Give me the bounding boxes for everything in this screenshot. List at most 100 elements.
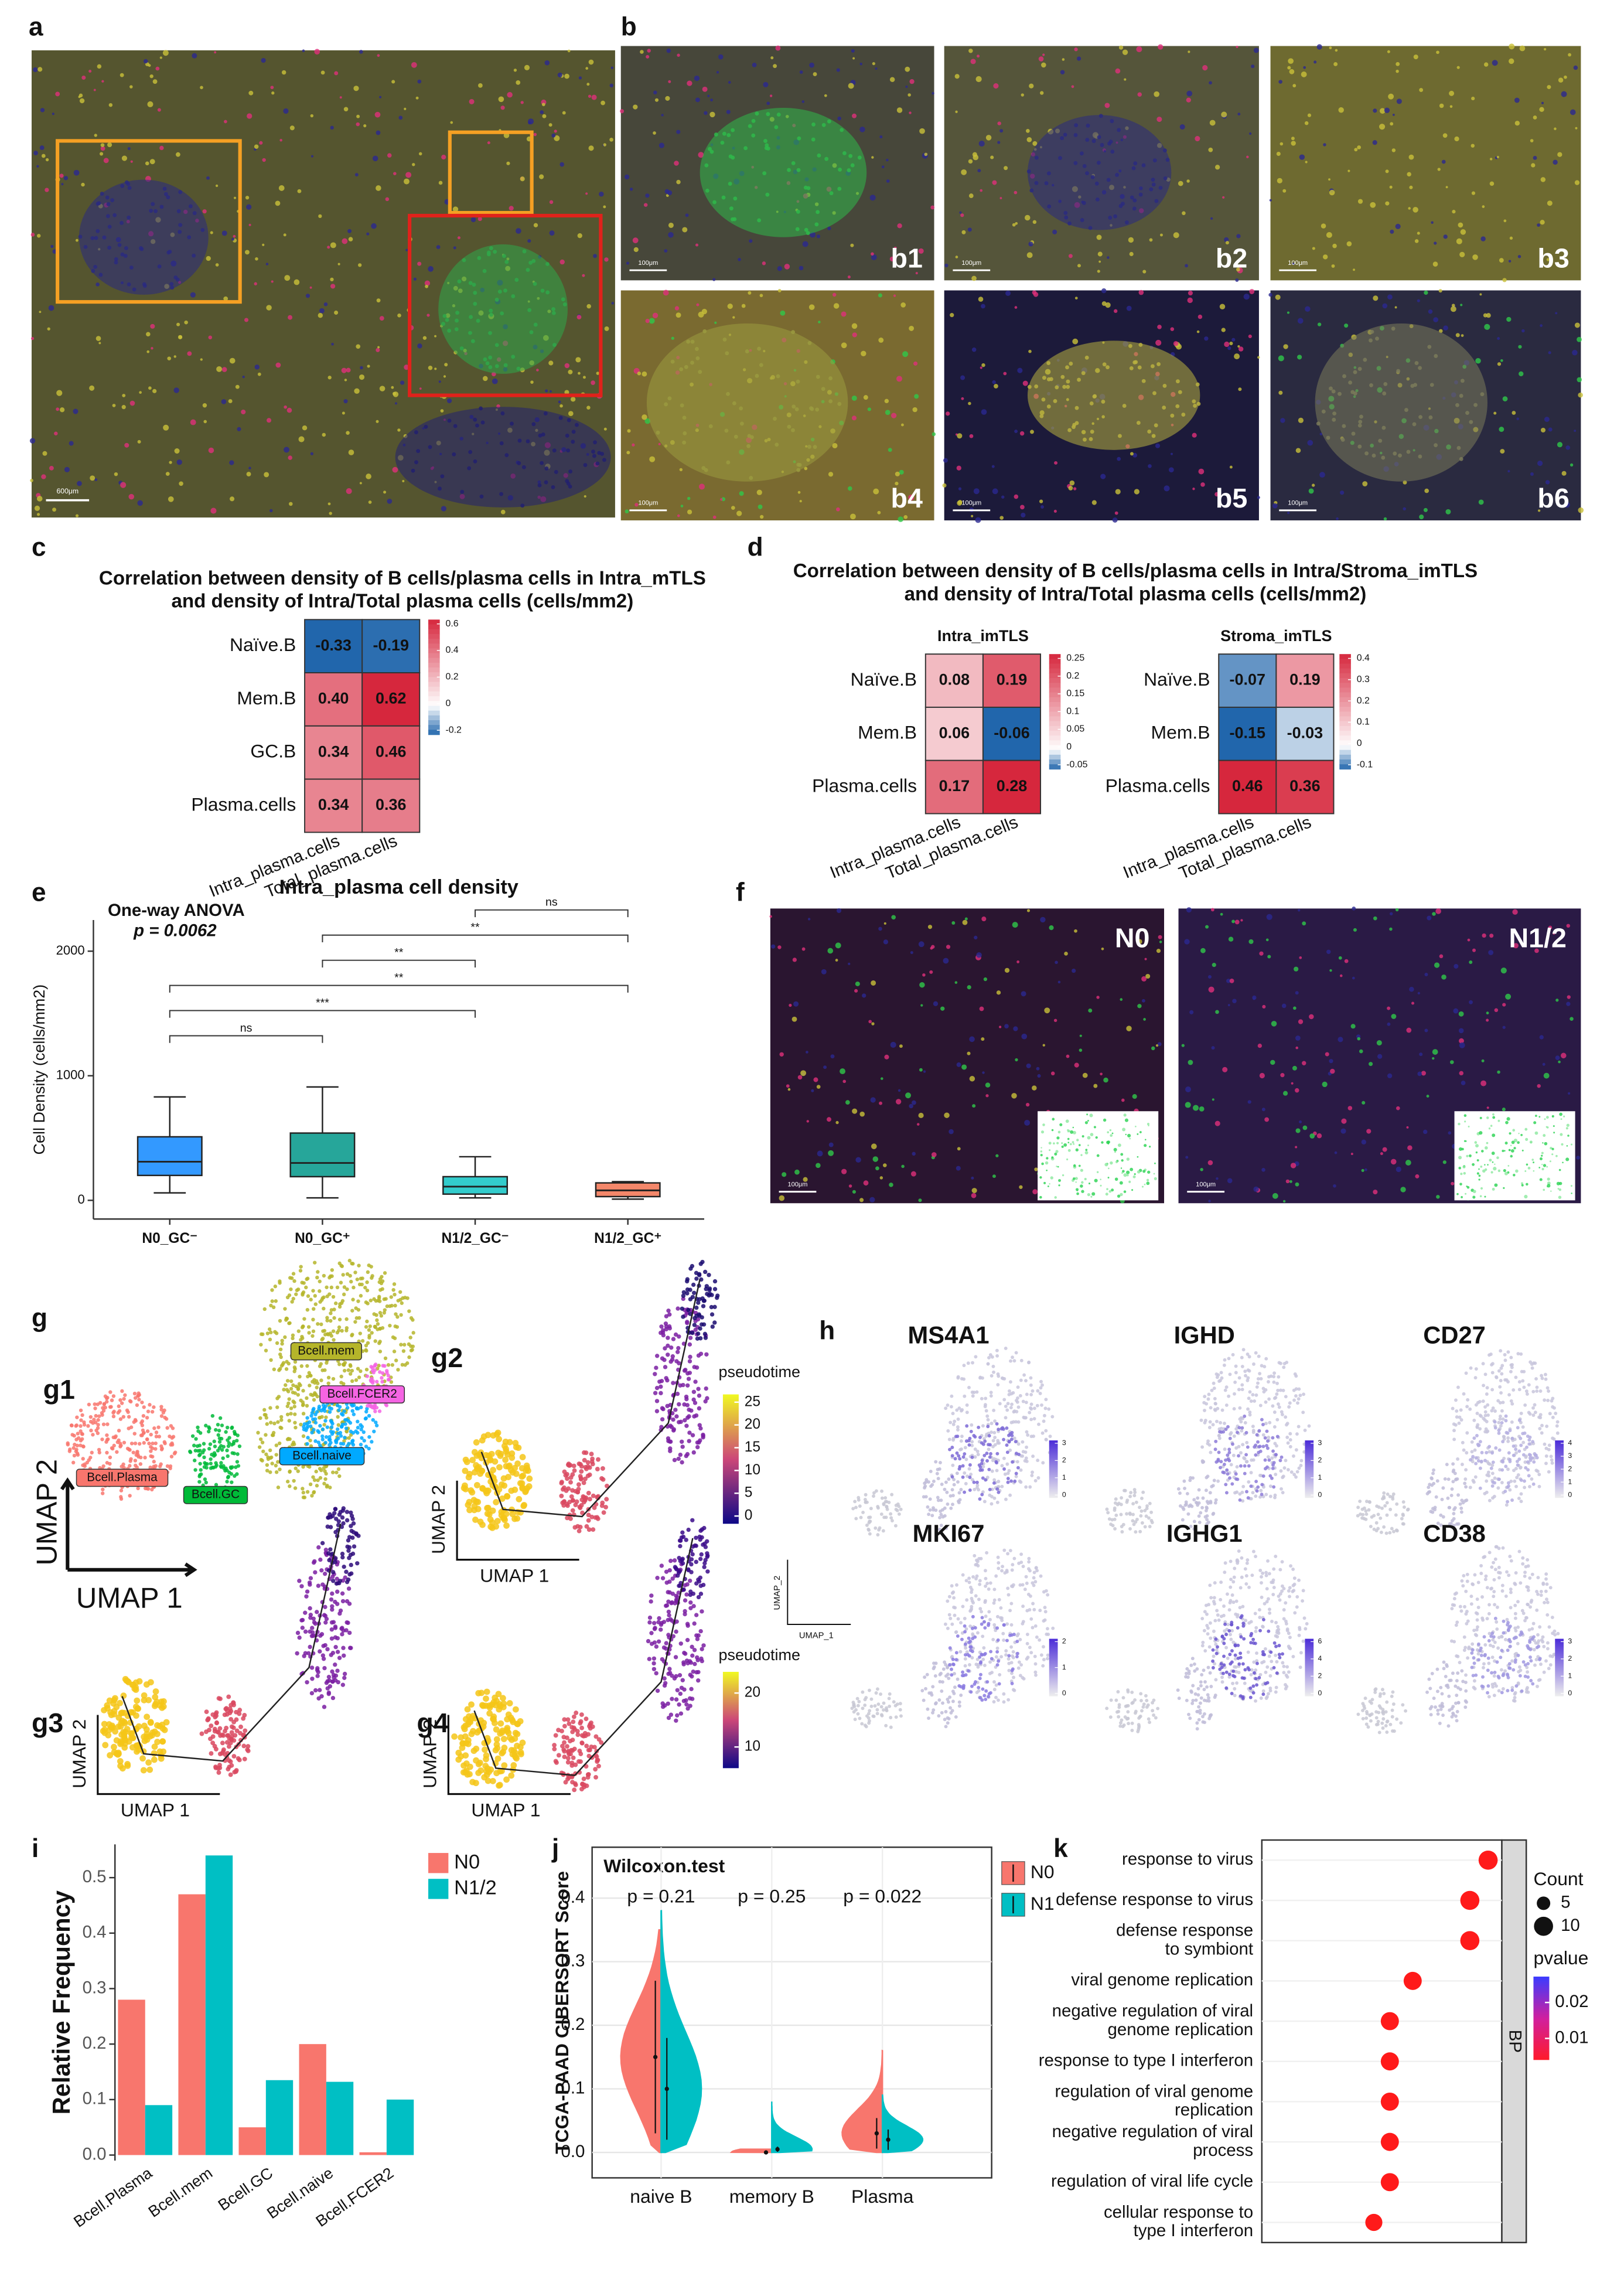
cell-dot	[1328, 178, 1330, 181]
cell-dot	[1046, 1169, 1048, 1171]
cell-dot	[231, 1442, 236, 1446]
cell-dot	[642, 414, 647, 420]
cell-dot	[325, 1425, 329, 1429]
cell-dot	[909, 1103, 913, 1109]
cell-dot	[1405, 1160, 1411, 1166]
cell-dot	[165, 1426, 169, 1430]
cell-dot	[1122, 404, 1127, 408]
cell-dot	[34, 505, 40, 511]
cell-dot	[1565, 445, 1571, 450]
cell-dot	[137, 440, 141, 444]
cell-dot	[202, 1448, 206, 1452]
cell-dot	[1056, 1136, 1060, 1140]
cell-dot	[1110, 119, 1114, 124]
cell-dot	[312, 1620, 317, 1625]
cell-dot	[271, 91, 275, 95]
cell-dot	[1298, 1019, 1304, 1024]
cell-dot	[351, 1439, 355, 1443]
cell-dot	[266, 305, 272, 311]
cell-dot	[566, 1461, 571, 1466]
cell-dot	[483, 376, 488, 381]
cell-dot	[146, 332, 151, 337]
cell-dot	[275, 1396, 279, 1401]
scale-bar-label: 100μm	[961, 500, 981, 507]
cell-dot	[487, 1524, 494, 1530]
cell-dot	[666, 48, 671, 53]
cell-dot	[391, 386, 394, 389]
cell-dot	[320, 1541, 325, 1546]
cell-dot	[1055, 1150, 1059, 1153]
cell-dot	[334, 71, 339, 76]
cell-dot	[1138, 289, 1144, 295]
cell-dot	[714, 132, 718, 137]
cell-dot	[1518, 345, 1522, 349]
cell-dot	[1109, 1129, 1112, 1132]
cell-dot	[216, 1696, 221, 1701]
cell-dot	[1550, 1147, 1553, 1150]
cell-dot	[267, 418, 272, 423]
cell-dot	[671, 1381, 675, 1385]
cell-dot	[311, 1329, 316, 1333]
cell-dot	[1076, 1139, 1079, 1142]
cell-dot	[727, 303, 733, 309]
cell-dot	[529, 330, 534, 335]
cell-dot	[483, 1695, 489, 1702]
cell-dot	[203, 1477, 207, 1481]
cell-dot	[1555, 1055, 1560, 1060]
cell-dot	[1016, 960, 1020, 963]
cell-dot	[1538, 1116, 1541, 1118]
cell-dot	[1249, 289, 1255, 294]
cell-dot	[304, 1285, 308, 1290]
cell-dot	[687, 496, 691, 500]
cell-dot	[360, 1282, 364, 1287]
cell-dot	[202, 1442, 206, 1446]
cell-dot	[666, 1309, 671, 1313]
cell-dot	[323, 302, 328, 306]
cell-dot	[216, 1433, 220, 1437]
cell-dot	[159, 1414, 164, 1418]
cell-dot	[1492, 1187, 1495, 1191]
cell-dot	[776, 374, 780, 379]
cell-dot	[1097, 135, 1101, 139]
cell-dot	[1469, 420, 1473, 424]
cell-dot	[787, 168, 791, 172]
cell-dot	[497, 1730, 504, 1737]
cell-dot	[1292, 84, 1297, 88]
cell-dot	[786, 1084, 790, 1088]
cell-dot	[1499, 427, 1504, 432]
cell-dot	[135, 1465, 139, 1470]
cell-dot	[446, 398, 452, 404]
cell-dot	[1460, 1173, 1463, 1176]
cell-dot	[695, 243, 699, 247]
cell-dot	[289, 1276, 294, 1280]
cell-dot	[931, 945, 935, 949]
cell-dot	[517, 438, 522, 443]
cell-dot	[73, 408, 79, 414]
cell-dot	[1041, 397, 1046, 402]
cell-dot	[112, 1409, 116, 1413]
cell-dot	[562, 111, 566, 115]
cell-dot	[1535, 1115, 1537, 1118]
cell-dot	[852, 113, 857, 118]
cell-dot	[133, 1441, 138, 1446]
cell-dot	[1424, 973, 1428, 976]
cell-dot	[152, 389, 157, 393]
cell-dot	[575, 1490, 581, 1495]
cell-dot	[975, 517, 981, 523]
cell-dot	[960, 375, 965, 380]
cell-dot	[142, 1441, 146, 1445]
cell-dot	[506, 161, 510, 165]
cell-dot	[1347, 1106, 1353, 1110]
cell-dot	[321, 1403, 326, 1408]
cell-dot	[1382, 391, 1387, 396]
cell-dot	[313, 1381, 317, 1385]
cell-dot	[1096, 161, 1101, 165]
cell-dot	[759, 294, 763, 298]
cell-dot	[954, 981, 958, 984]
cell-dot	[1119, 1181, 1123, 1185]
cell-dot	[1074, 123, 1079, 128]
cell-dot	[515, 1444, 522, 1452]
cell-dot	[497, 289, 502, 294]
cell-dot	[530, 380, 534, 384]
cell-dot	[1516, 417, 1519, 420]
